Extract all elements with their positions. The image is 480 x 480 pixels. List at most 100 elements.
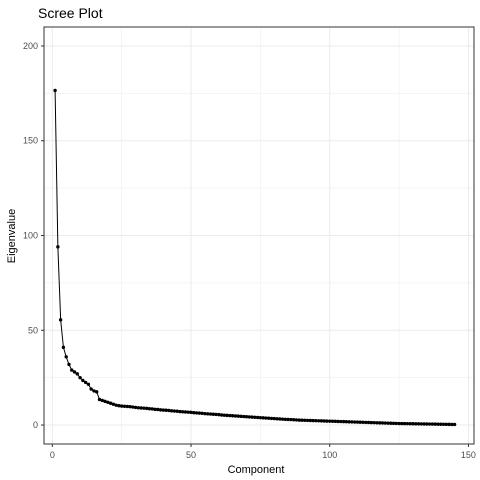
data-point — [197, 411, 202, 415]
data-point — [433, 422, 437, 426]
data-point — [131, 405, 135, 409]
data-point — [330, 419, 335, 423]
data-point — [386, 421, 390, 425]
data-point — [450, 422, 454, 427]
data-point — [114, 403, 118, 407]
data-point — [139, 406, 143, 410]
data-point — [100, 398, 104, 403]
data-point — [283, 417, 288, 422]
data-point — [305, 418, 310, 423]
data-point — [214, 412, 218, 417]
data-point — [117, 404, 121, 408]
data-point — [408, 422, 412, 426]
data-point — [95, 390, 99, 394]
y-tick-label: 100 — [23, 231, 38, 241]
data-point — [322, 419, 326, 423]
data-point — [228, 413, 232, 418]
data-point — [308, 418, 313, 423]
data-point — [161, 408, 165, 412]
data-point — [325, 419, 329, 423]
data-point — [380, 421, 385, 425]
axes: 0 50 100 150 0 50 100 150 200 — [23, 41, 476, 460]
data-point — [447, 422, 451, 427]
x-tick-label: 100 — [322, 450, 337, 460]
data-point — [269, 416, 274, 421]
data-point — [178, 409, 182, 414]
y-tick-label: 150 — [23, 136, 38, 146]
x-tick-label: 150 — [461, 450, 476, 460]
data-point — [278, 417, 282, 421]
data-point — [405, 421, 410, 426]
data-point — [253, 415, 257, 419]
data-point — [280, 417, 285, 421]
data-point — [208, 412, 213, 416]
data-point — [383, 421, 387, 425]
data-point — [344, 420, 349, 424]
data-point — [192, 411, 196, 415]
data-point — [239, 414, 243, 419]
data-point — [372, 420, 376, 425]
data-point — [181, 410, 185, 414]
data-point — [233, 414, 238, 418]
data-point — [111, 402, 116, 406]
data-point — [203, 411, 207, 416]
y-tick-label: 200 — [23, 41, 38, 51]
data-point — [211, 412, 215, 416]
data-point — [394, 421, 399, 426]
data-point — [144, 406, 149, 411]
data-point — [122, 404, 127, 408]
data-point — [83, 380, 88, 385]
data-point — [289, 417, 293, 422]
data-point — [186, 410, 190, 414]
x-tick-label: 0 — [50, 450, 55, 460]
data-point — [264, 416, 268, 420]
data-point — [297, 418, 301, 422]
data-point — [72, 370, 77, 374]
data-point — [64, 355, 68, 359]
data-point — [53, 88, 57, 93]
data-point — [108, 401, 113, 405]
data-point — [328, 419, 332, 423]
data-point — [286, 417, 290, 422]
data-point — [217, 412, 221, 417]
data-point — [377, 421, 382, 425]
data-point — [242, 414, 246, 419]
data-point — [419, 422, 423, 426]
data-point — [75, 372, 79, 376]
data-point — [353, 420, 357, 424]
data-point — [416, 422, 421, 426]
data-point — [133, 405, 138, 410]
x-tick-label: 50 — [186, 450, 196, 460]
data-point — [444, 422, 448, 427]
data-point — [247, 415, 251, 419]
data-point — [255, 415, 260, 420]
y-axis-title: Eigenvalue — [6, 209, 18, 263]
data-point — [411, 422, 415, 426]
data-point — [275, 417, 279, 421]
data-point — [369, 420, 374, 425]
data-point — [391, 421, 396, 426]
data-point — [205, 412, 210, 416]
data-point — [339, 419, 343, 424]
data-point — [150, 407, 154, 411]
data-point — [389, 421, 393, 425]
data-point — [125, 404, 129, 409]
data-point — [291, 418, 296, 422]
data-point — [414, 422, 418, 426]
data-point — [61, 345, 66, 350]
data-point — [366, 420, 371, 425]
chart-title: Scree Plot — [38, 5, 103, 21]
data-point — [70, 368, 74, 372]
data-point — [314, 418, 318, 423]
data-point — [439, 422, 443, 426]
data-point — [425, 422, 429, 426]
data-point — [225, 413, 229, 418]
data-point — [375, 421, 379, 425]
data-point — [103, 399, 107, 404]
data-point — [341, 419, 346, 424]
data-point — [300, 418, 304, 422]
data-point — [333, 419, 337, 424]
data-point — [258, 415, 263, 420]
data-point — [261, 416, 265, 420]
